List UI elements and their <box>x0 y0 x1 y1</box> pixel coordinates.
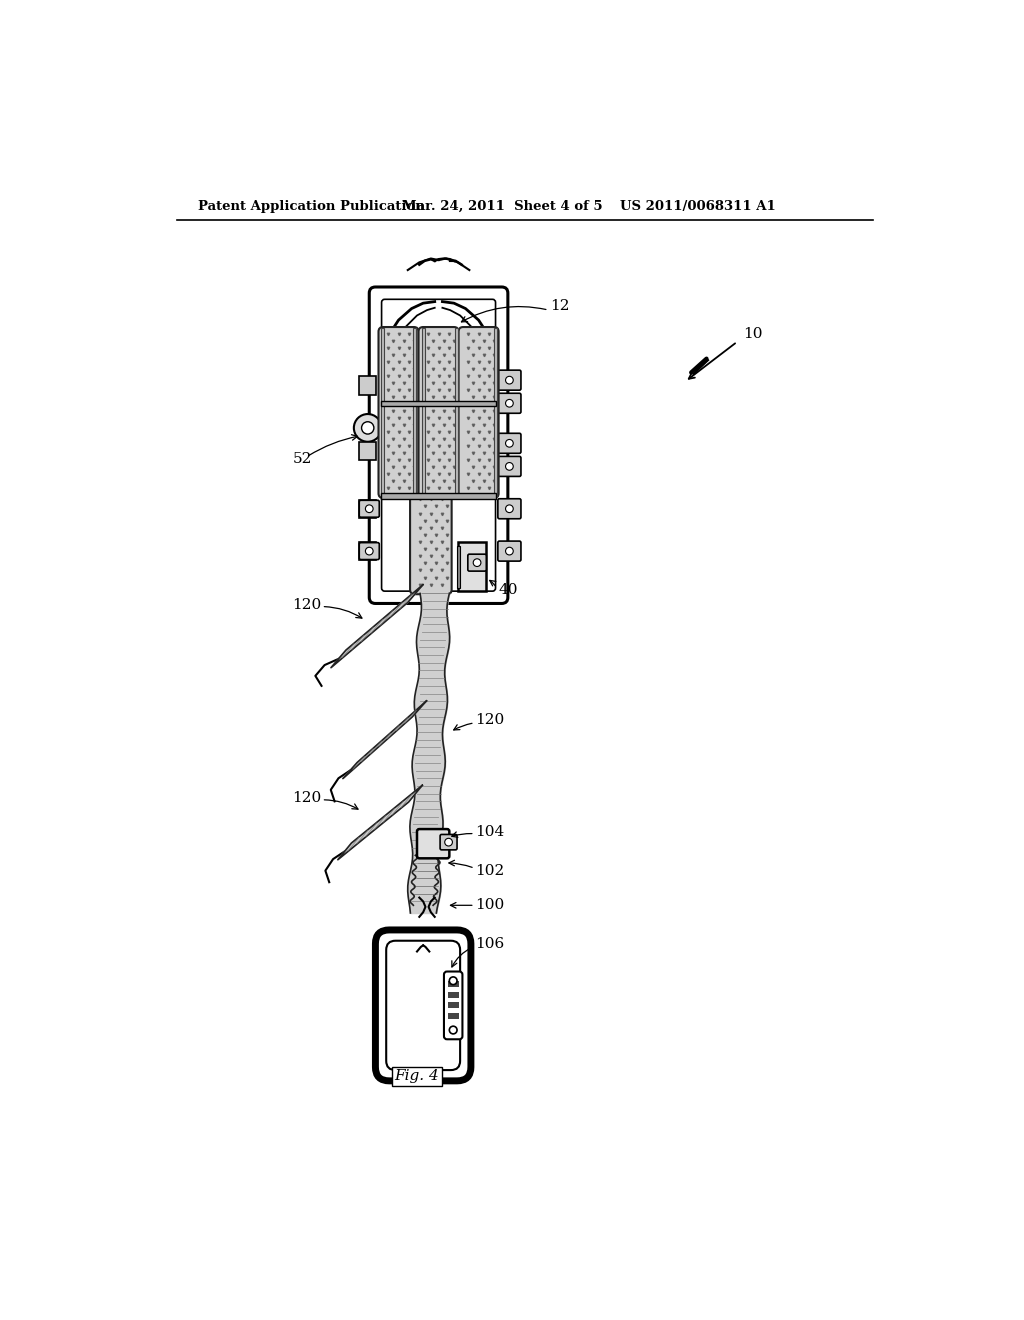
Text: 12: 12 <box>550 300 569 313</box>
Circle shape <box>506 376 513 384</box>
FancyBboxPatch shape <box>444 972 463 1039</box>
Circle shape <box>354 414 382 442</box>
Text: 10: 10 <box>743 327 763 341</box>
Circle shape <box>506 504 513 512</box>
FancyBboxPatch shape <box>359 499 376 517</box>
Bar <box>447 991 459 998</box>
Circle shape <box>506 400 513 407</box>
Text: 106: 106 <box>475 937 505 950</box>
FancyBboxPatch shape <box>440 834 457 850</box>
FancyBboxPatch shape <box>419 327 459 498</box>
Text: 40: 40 <box>499 582 518 597</box>
Text: 102: 102 <box>475 863 505 878</box>
Bar <box>447 1002 459 1008</box>
FancyBboxPatch shape <box>376 929 471 1081</box>
Bar <box>381 327 384 498</box>
Bar <box>447 1014 459 1019</box>
Text: Patent Application Publication: Patent Application Publication <box>199 199 425 213</box>
FancyBboxPatch shape <box>468 554 486 572</box>
FancyBboxPatch shape <box>386 941 460 1071</box>
Bar <box>381 494 497 499</box>
Text: 100: 100 <box>475 899 505 912</box>
FancyBboxPatch shape <box>417 829 450 858</box>
Circle shape <box>506 440 513 447</box>
Polygon shape <box>343 701 426 779</box>
FancyBboxPatch shape <box>498 393 521 413</box>
Circle shape <box>506 462 513 470</box>
FancyBboxPatch shape <box>498 499 521 519</box>
Bar <box>422 327 425 498</box>
Bar <box>494 327 497 498</box>
Polygon shape <box>338 785 422 859</box>
Circle shape <box>361 422 374 434</box>
Bar <box>413 327 416 498</box>
FancyBboxPatch shape <box>379 327 419 498</box>
FancyBboxPatch shape <box>359 376 376 395</box>
Circle shape <box>450 977 457 985</box>
Text: 104: 104 <box>475 825 505 840</box>
FancyBboxPatch shape <box>359 442 376 461</box>
Circle shape <box>473 558 481 566</box>
Circle shape <box>444 838 453 846</box>
FancyBboxPatch shape <box>359 500 379 517</box>
Bar <box>381 401 497 407</box>
FancyBboxPatch shape <box>410 492 452 594</box>
FancyBboxPatch shape <box>459 327 499 498</box>
Text: 120: 120 <box>292 598 322 612</box>
Circle shape <box>366 504 373 512</box>
FancyBboxPatch shape <box>359 543 379 560</box>
Text: Fig. 4: Fig. 4 <box>394 1069 439 1084</box>
Text: Mar. 24, 2011  Sheet 4 of 5: Mar. 24, 2011 Sheet 4 of 5 <box>401 199 602 213</box>
FancyBboxPatch shape <box>498 433 521 453</box>
Circle shape <box>450 1026 457 1034</box>
Bar <box>457 545 460 589</box>
FancyBboxPatch shape <box>498 541 521 561</box>
FancyBboxPatch shape <box>370 286 508 603</box>
FancyBboxPatch shape <box>498 370 521 391</box>
Text: 120: 120 <box>475 714 505 727</box>
FancyBboxPatch shape <box>382 300 496 591</box>
Text: 120: 120 <box>292 791 322 804</box>
Text: 52: 52 <box>292 451 311 466</box>
Bar <box>447 981 459 987</box>
Bar <box>455 327 458 498</box>
Polygon shape <box>331 585 423 668</box>
Circle shape <box>366 548 373 554</box>
FancyBboxPatch shape <box>359 543 376 561</box>
Text: US 2011/0068311 A1: US 2011/0068311 A1 <box>621 199 776 213</box>
FancyBboxPatch shape <box>498 457 521 477</box>
Circle shape <box>506 548 513 554</box>
FancyBboxPatch shape <box>458 543 485 591</box>
